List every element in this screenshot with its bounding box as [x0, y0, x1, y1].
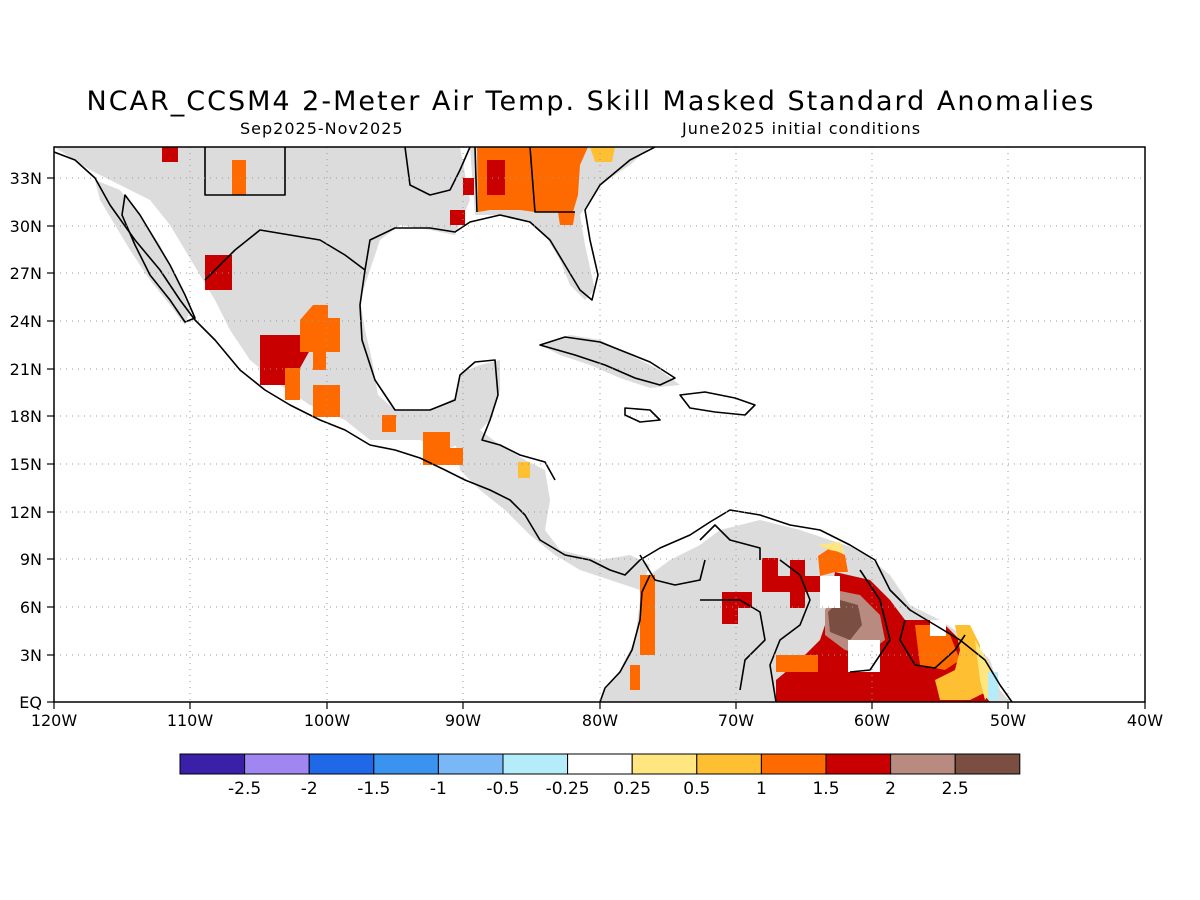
y-tick-label: 3N: [20, 646, 42, 665]
y-tick-label: 27N: [10, 264, 42, 283]
y-tick-label: 30N: [10, 217, 42, 236]
axis-ticks: [47, 177, 1146, 709]
y-tick-label: 12N: [10, 503, 42, 522]
colorbar-label: 2: [885, 779, 896, 799]
colorbar-label: 0.5: [683, 779, 710, 799]
map-title: NCAR_CCSM4 2-Meter Air Temp. Skill Maske…: [86, 86, 1096, 117]
colorbar-label: -2.5: [228, 779, 261, 799]
colorbar-swatch: [890, 753, 956, 775]
x-tick-label: 110W: [167, 711, 214, 730]
colorbar-swatch: [825, 753, 892, 775]
map-area: [54, 147, 1145, 702]
y-tick-label: EQ: [19, 693, 42, 712]
valid-period: Sep2025-Nov2025: [240, 119, 404, 138]
y-tick-labels: EQ 3N 6N 9N 12N 15N 18N 21N 24N 27N 30N …: [10, 169, 42, 712]
colorbar: -2.5 -2 -1.5 -1 -0.5 -0.25 0.25 0.5 1 1.5 2 2.5: [179, 753, 1021, 799]
y-tick-label: 6N: [20, 598, 42, 617]
colorbar-label: -2: [301, 779, 318, 799]
x-tick-label: 100W: [304, 711, 351, 730]
y-tick-label: 18N: [10, 407, 42, 426]
y-tick-label: 21N: [10, 360, 42, 379]
x-tick-labels: 120W 110W 100W 90W 80W 70W 60W 50W 40W: [31, 711, 1163, 730]
x-tick-label: 80W: [582, 711, 618, 730]
colorbar-swatch: [179, 753, 246, 775]
colorbar-swatch: [631, 753, 698, 775]
colorbar-swatch: [696, 753, 762, 775]
initial-conditions: June2025 initial conditions: [682, 119, 922, 138]
colorbar-swatch: [308, 753, 375, 775]
colorbar-swatch: [244, 753, 310, 775]
colorbar-swatch: [373, 753, 439, 775]
y-tick-label: 9N: [20, 550, 42, 569]
colorbar-label: -1.5: [357, 779, 390, 799]
x-tick-label: 60W: [854, 711, 890, 730]
x-tick-label: 50W: [990, 711, 1026, 730]
colorbar-swatch: [954, 753, 1021, 775]
colorbar-label: -0.5: [486, 779, 519, 799]
colorbar-label: 0.25: [613, 779, 651, 799]
colorbar-label: 2.5: [942, 779, 969, 799]
colorbar-label: 1.5: [812, 779, 839, 799]
x-tick-label: 70W: [718, 711, 754, 730]
y-tick-label: 15N: [10, 455, 42, 474]
colorbar-label: 1: [756, 779, 767, 799]
colorbar-swatch: [760, 753, 827, 775]
colorbar-label: -0.25: [546, 779, 590, 799]
colorbar-swatch: [502, 753, 569, 775]
x-tick-label: 40W: [1127, 711, 1163, 730]
coastlines: [54, 147, 1013, 702]
colorbar-label: -1: [430, 779, 447, 799]
x-tick-label: 120W: [31, 711, 78, 730]
anomaly-shading: [162, 147, 998, 702]
x-tick-label: 90W: [445, 711, 481, 730]
y-tick-label: 24N: [10, 312, 42, 331]
y-tick-label: 33N: [10, 169, 42, 188]
colorbar-swatch: [567, 753, 633, 775]
colorbar-swatch: [437, 753, 504, 775]
graticule: [54, 147, 1145, 702]
